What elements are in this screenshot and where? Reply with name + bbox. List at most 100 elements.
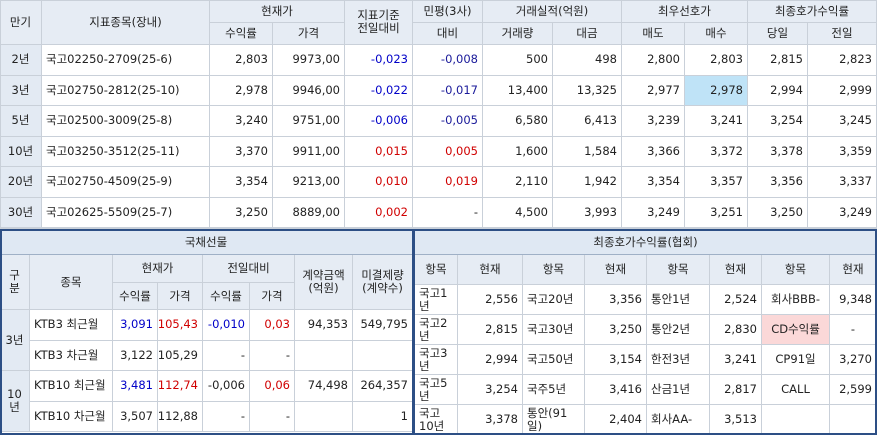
table-cell: 0,03 [250, 310, 295, 341]
table-cell: 500 [483, 45, 553, 76]
table-cell: 9973,00 [273, 45, 345, 76]
column-header: 현재 [710, 255, 762, 285]
table-cell: - [250, 401, 295, 432]
table-cell: 105,29 [158, 340, 203, 371]
column-subheader: 수익률 [203, 283, 250, 310]
table-cell: KTB3 최근월 [30, 310, 113, 341]
table-cell: 3,378 [748, 136, 808, 167]
table-cell: 2,978 [210, 75, 273, 106]
table-cell: 1 [353, 401, 413, 432]
table-cell: 3,241 [685, 106, 748, 137]
table-cell: 112,74 [158, 371, 203, 402]
column-header: 계약금액 (억원) [295, 255, 353, 310]
table-cell: - [830, 315, 877, 345]
table-cell: 2,994 [458, 345, 523, 375]
column-subheader: 대금 [553, 23, 622, 45]
table-cell: 회사BBB- [762, 285, 830, 315]
table-cell: 3,337 [808, 167, 877, 198]
column-subheader: 대비 [413, 23, 483, 45]
table-cell: 국고3년 [415, 345, 458, 375]
table-cell: 3,245 [808, 106, 877, 137]
column-header: 거래실적(억원) [483, 0, 622, 23]
table-cell: 3,239 [622, 106, 685, 137]
table-cell: 3년 [0, 75, 42, 106]
column-header: 전일대비 [203, 255, 295, 283]
table-cell: 통안1년 [647, 285, 710, 315]
column-header: 현재가 [210, 0, 345, 23]
table-cell: 3,254 [748, 106, 808, 137]
table-cell: - [203, 340, 250, 371]
table-cell: 0,010 [345, 167, 413, 198]
table-cell: 3,249 [622, 197, 685, 228]
table-cell: 3,378 [458, 405, 523, 435]
table-cell: 74,498 [295, 371, 353, 402]
table-cell: 2,803 [210, 45, 273, 76]
table-cell [762, 405, 830, 435]
table-cell: 0,019 [413, 167, 483, 198]
table-cell: KTB10 최근월 [30, 371, 113, 402]
table-cell: 2,803 [685, 45, 748, 76]
table-cell: 2,815 [748, 45, 808, 76]
column-header: 만기 [0, 0, 42, 45]
column-subheader: 거래량 [483, 23, 553, 45]
table-cell [295, 401, 353, 432]
table-cell: 0,06 [250, 371, 295, 402]
table-cell: 국고30년 [523, 315, 585, 345]
table-cell: 국고03250-3512(25-11) [42, 136, 210, 167]
column-subheader: 당일 [748, 23, 808, 45]
table-cell: 한전3년 [647, 345, 710, 375]
table-cell: 3,250 [210, 197, 273, 228]
row-group: 3년 [0, 310, 30, 371]
table-cell: 2,817 [710, 375, 762, 405]
table-cell: 3,357 [685, 167, 748, 198]
table-cell: 10년 [0, 136, 42, 167]
table-cell: 2,815 [458, 315, 523, 345]
table-cell: 9911,00 [273, 136, 345, 167]
table-cell: -0,017 [413, 75, 483, 106]
column-subheader: 가격 [273, 23, 345, 45]
column-header: 항목 [415, 255, 458, 285]
table-cell: - [250, 340, 295, 371]
table-cell: -0,006 [345, 106, 413, 137]
column-header: 지표기준 전일대비 [345, 0, 413, 45]
table-cell: 1,600 [483, 136, 553, 167]
table-cell: 3,254 [458, 375, 523, 405]
table-cell: 2,994 [748, 75, 808, 106]
table-cell: 2,823 [808, 45, 877, 76]
column-header: 항목 [647, 255, 710, 285]
table-cell: 94,353 [295, 310, 353, 341]
table-cell: 13,400 [483, 75, 553, 106]
table-cell: -0,022 [345, 75, 413, 106]
table-cell: CALL [762, 375, 830, 405]
table-cell: 국고10년 [415, 405, 458, 435]
table-cell: 산금1년 [647, 375, 710, 405]
table-cell: 국고02500-3009(25-8) [42, 106, 210, 137]
table-cell: -0,008 [413, 45, 483, 76]
table-cell: 0,002 [345, 197, 413, 228]
row-group: 10년 [0, 371, 30, 432]
table-cell: -0,023 [345, 45, 413, 76]
table-cell: CD수익률 [762, 315, 830, 345]
table-cell: 국고20년 [523, 285, 585, 315]
table-cell: 국고50년 [523, 345, 585, 375]
table-cell: 3,354 [210, 167, 273, 198]
table-cell: 3,251 [685, 197, 748, 228]
table-cell: 3,366 [622, 136, 685, 167]
table-cell: 9751,00 [273, 106, 345, 137]
table-cell: 2,977 [622, 75, 685, 106]
table-cell: 3,359 [808, 136, 877, 167]
table-cell: 0,015 [345, 136, 413, 167]
column-header: 항목 [762, 255, 830, 285]
table-cell: 3,154 [585, 345, 647, 375]
panel-title: 최종호가수익률(협회) [415, 231, 877, 255]
column-header: 현재 [458, 255, 523, 285]
table-cell: 2,830 [710, 315, 762, 345]
table-cell: KTB3 차근월 [30, 340, 113, 371]
table-cell: 105,43 [158, 310, 203, 341]
table-cell: 국고1년 [415, 285, 458, 315]
table-cell: 국고5년 [415, 375, 458, 405]
column-subheader: 전일 [808, 23, 877, 45]
panel-title: 국채선물 [0, 231, 413, 255]
table-cell: 국고02750-2812(25-10) [42, 75, 210, 106]
